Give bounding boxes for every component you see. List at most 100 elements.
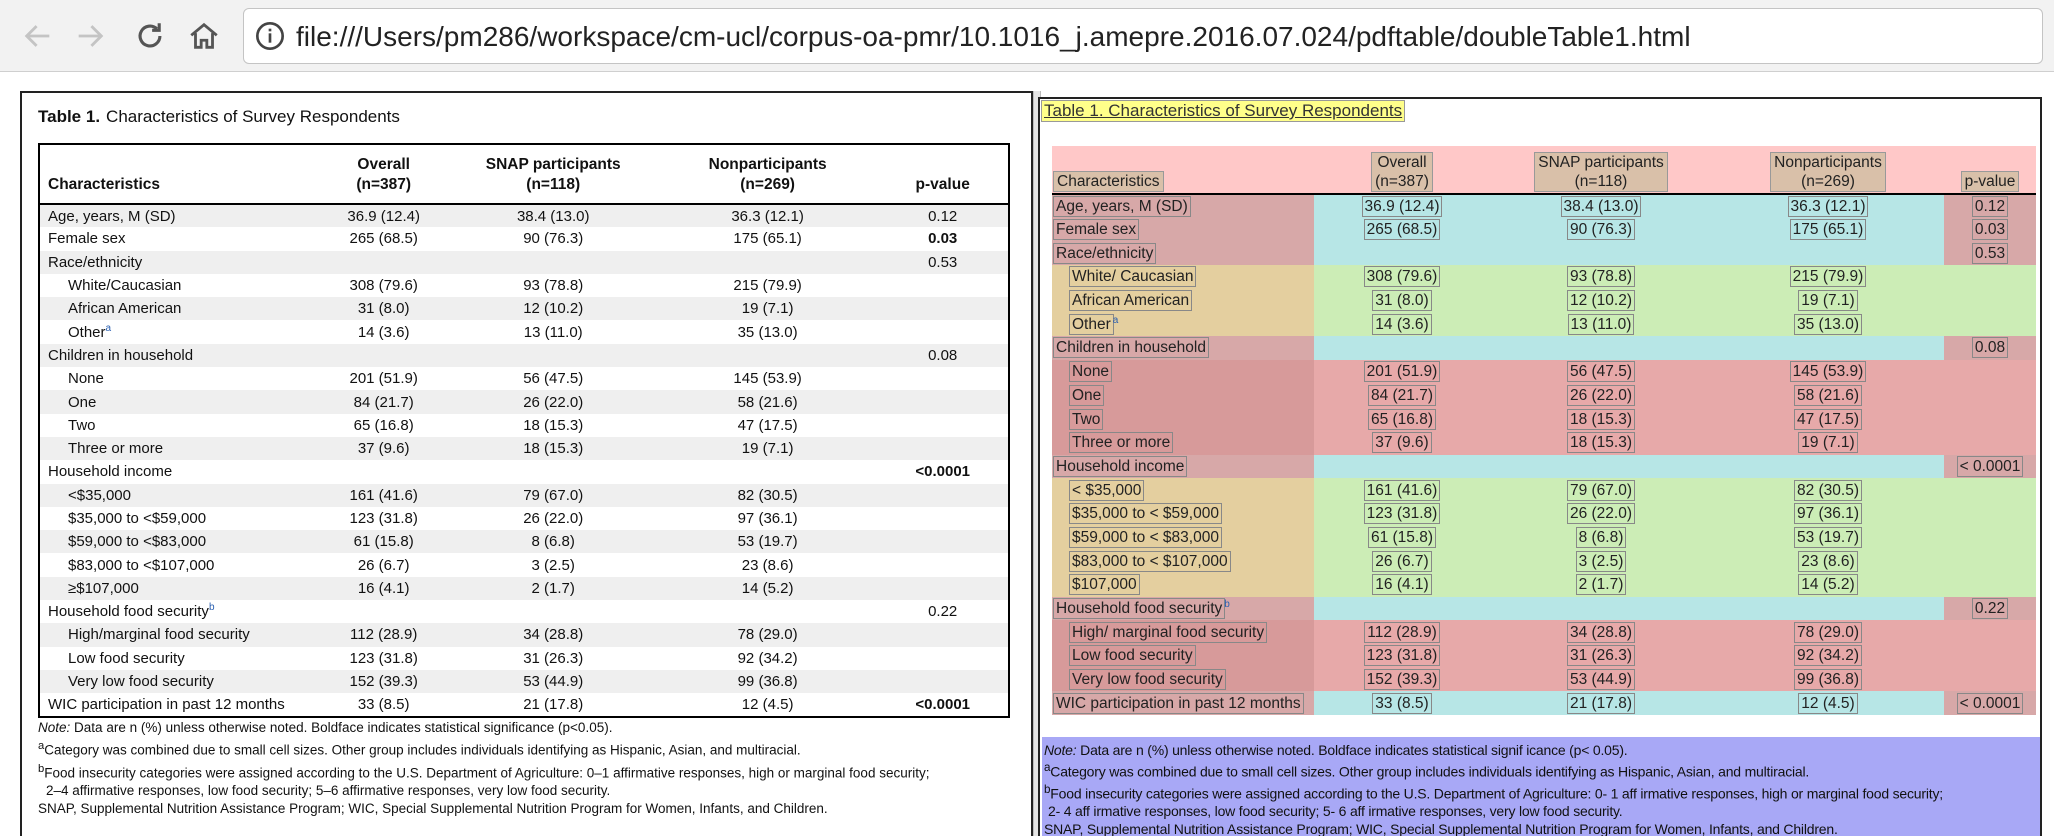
cell-row-label: $59,000 to <$83,000 <box>39 530 319 554</box>
cell-row-label: $59,000 to < $83,000 <box>1052 525 1314 550</box>
cell-snap-value: 53 (44.9) <box>448 669 658 694</box>
cell-nonparticipant-value <box>1712 596 1944 621</box>
p-value-text: 0.03 <box>928 230 958 248</box>
cell-row-label: <$35,000 <box>39 483 319 507</box>
table-row: Othera 14 (3.6) 13 (11.0) 35 (13.0) <box>39 320 1009 343</box>
cell-snap-value: 79 (67.0) <box>1490 478 1712 502</box>
row-label-text: WIC participation in past 12 months <box>48 695 285 713</box>
cell-row-label: Race/ethnicity <box>1052 241 1314 266</box>
cell-snap-value <box>449 460 658 483</box>
p-value-text: 0.12 <box>928 207 958 225</box>
cell-snap-value: 56 (47.5) <box>1490 359 1712 384</box>
footnote-a: aCategory was combined due to small cell… <box>1044 761 1810 780</box>
cell-p-value <box>1944 525 2036 550</box>
table-row: High/marginal food security 112 (28.9) 34 … <box>39 623 1009 647</box>
cell-snap-value: 56 (47.5) <box>449 367 658 390</box>
cell-row-label: African American <box>39 297 319 321</box>
cell-overall-value: 308 (79.6) <box>1314 265 1490 289</box>
snap-value-text: 31 (26.3) <box>1566 645 1636 667</box>
p-value-text: 0.08 <box>1971 337 2009 359</box>
footnote-marker[interactable]: a <box>105 322 112 334</box>
table-row: Two 65 (16.8) 18 (15.3) 47 (17.5) <box>39 414 1009 437</box>
row-label-text: Other <box>1069 313 1114 335</box>
snap-value-text: 26 (22.0) <box>523 393 584 411</box>
overall-value-text: 36.9 (12.4) <box>347 207 420 225</box>
cell-p-value <box>1944 573 2036 597</box>
overall-value-text: 61 (15.8) <box>353 533 414 551</box>
nonparticipant-value-text: 215 (79.9) <box>733 277 802 295</box>
snap-value-text: 26 (22.0) <box>1566 503 1636 525</box>
p-value-text: <0.0001 <box>915 695 970 713</box>
table-row: Children in household 0.08 <box>1052 336 2036 360</box>
table-row: $35,000 to < $59,000 123 (31.8) 26 (22.0) 9… <box>1052 501 2036 526</box>
home-icon <box>190 22 218 49</box>
table-row: One 84 (21.7) 26 (22.0) 58 (21.6) <box>39 390 1009 414</box>
url-text[interactable]: file:///Users/pm286/workspace/cm-ucl/cor… <box>296 21 1691 52</box>
row-label-text: $107,000 <box>1069 574 1140 596</box>
snap-value-text: 18 (15.3) <box>1566 408 1636 430</box>
cell-snap-value: 12 (10.2) <box>448 297 658 321</box>
snap-value-text: 8 (6.8) <box>531 533 575 551</box>
cell-row-label: ≥$107,000 <box>39 576 319 601</box>
table-row: White/ Caucasian 308 (79.6) 93 (78.8) 215 (… <box>1052 265 2036 289</box>
cell-snap-value <box>449 600 658 623</box>
cell-snap-value: 13 (11.0) <box>1490 312 1712 337</box>
cell-snap-value: 21 (17.8) <box>449 693 658 716</box>
row-label-text: One <box>1068 384 1105 406</box>
cell-overall-value: 14 (3.6) <box>319 320 449 343</box>
cell-nonparticipant-value: 215 (79.9) <box>1712 265 1944 289</box>
nonparticipant-value-text: 99 (36.8) <box>1793 669 1863 691</box>
reload-button[interactable] <box>128 14 172 58</box>
cell-row-label: Children in household <box>1052 336 1314 360</box>
info-icon[interactable] <box>254 20 286 52</box>
overall-value-text: 36.9 (12.4) <box>1361 195 1443 217</box>
cell-row-label: High/marginal food security <box>39 623 319 647</box>
row-label-text: WIC participation in past 12 months <box>1053 692 1304 714</box>
cell-overall-value: 31 (8.0) <box>318 297 449 321</box>
table-row: Children in household 0.08 <box>39 343 1009 368</box>
left-characteristics-table: Characteristics Overall (n=387) SNAP part… <box>38 143 1010 718</box>
table-row: Three or more 37 (9.6) 18 (15.3) 19 (7.1) <box>1052 430 2036 455</box>
row-label-text: Household food security <box>1052 598 1226 620</box>
cell-overall-value <box>318 343 449 368</box>
address-bar[interactable]: file:///Users/pm286/workspace/cm-ucl/cor… <box>243 8 2043 64</box>
right-html-table-panel: Table 1. Characteristics of Survey Respo… <box>1038 97 2042 836</box>
footnote-marker[interactable]: a <box>1112 314 1119 326</box>
cell-nonparticipant-value <box>657 250 878 274</box>
home-button[interactable] <box>182 14 226 58</box>
cell-nonparticipant-value: 19 (7.1) <box>1712 430 1944 455</box>
forward-button[interactable] <box>68 14 112 58</box>
cell-p-value <box>877 274 1009 297</box>
cell-p-value <box>877 507 1009 530</box>
overall-value-text: 123 (31.8) <box>1363 503 1441 525</box>
row-label-text: Household income <box>48 463 173 481</box>
nonparticipant-value-text: 23 (8.6) <box>741 556 794 574</box>
cell-nonparticipant-value: 99 (36.8) <box>657 669 878 694</box>
table-row: Female sex 265 (68.5) 90 (76.3) 175 (65.1) 0… <box>39 227 1009 250</box>
cell-overall-value: 161 (41.6) <box>1314 478 1490 502</box>
cell-nonparticipant-value: 23 (8.6) <box>1712 549 1944 573</box>
overall-value-text: 26 (6.7) <box>357 556 410 574</box>
footnote-marker[interactable]: b <box>208 602 215 614</box>
cell-nonparticipant-value: 145 (53.9) <box>658 367 877 390</box>
header-characteristics: Characteristics <box>39 144 319 205</box>
cell-row-label: $83,000 to < $107,000 <box>1052 549 1314 573</box>
cell-row-label: Low food security <box>39 647 319 670</box>
cell-row-label: $35,000 to <$59,000 <box>39 507 319 530</box>
footnote-marker[interactable]: b <box>1224 598 1230 610</box>
overall-value-text: 65 (16.8) <box>1367 408 1437 430</box>
row-label-text: Two <box>68 416 96 434</box>
snap-value-text: 34 (28.8) <box>523 626 584 644</box>
cell-overall-value: 112 (28.9) <box>1314 620 1490 645</box>
cell-snap-value: 79 (67.0) <box>448 483 658 507</box>
overall-value-text: 112 (28.9) <box>1364 621 1440 643</box>
nonparticipant-value-text: 175 (65.1) <box>733 230 802 248</box>
snap-value-text: 79 (67.0) <box>1566 479 1636 501</box>
cell-nonparticipant-value: 215 (79.9) <box>658 274 877 297</box>
snap-value-text: 13 (11.0) <box>1567 313 1635 335</box>
cell-snap-value: 2 (1.7) <box>1490 573 1712 597</box>
cell-nonparticipant-value: 14 (5.2) <box>657 576 878 601</box>
back-button[interactable] <box>16 14 60 58</box>
nonparticipant-value-text: 92 (34.2) <box>737 649 798 667</box>
cell-overall-value <box>319 600 449 623</box>
